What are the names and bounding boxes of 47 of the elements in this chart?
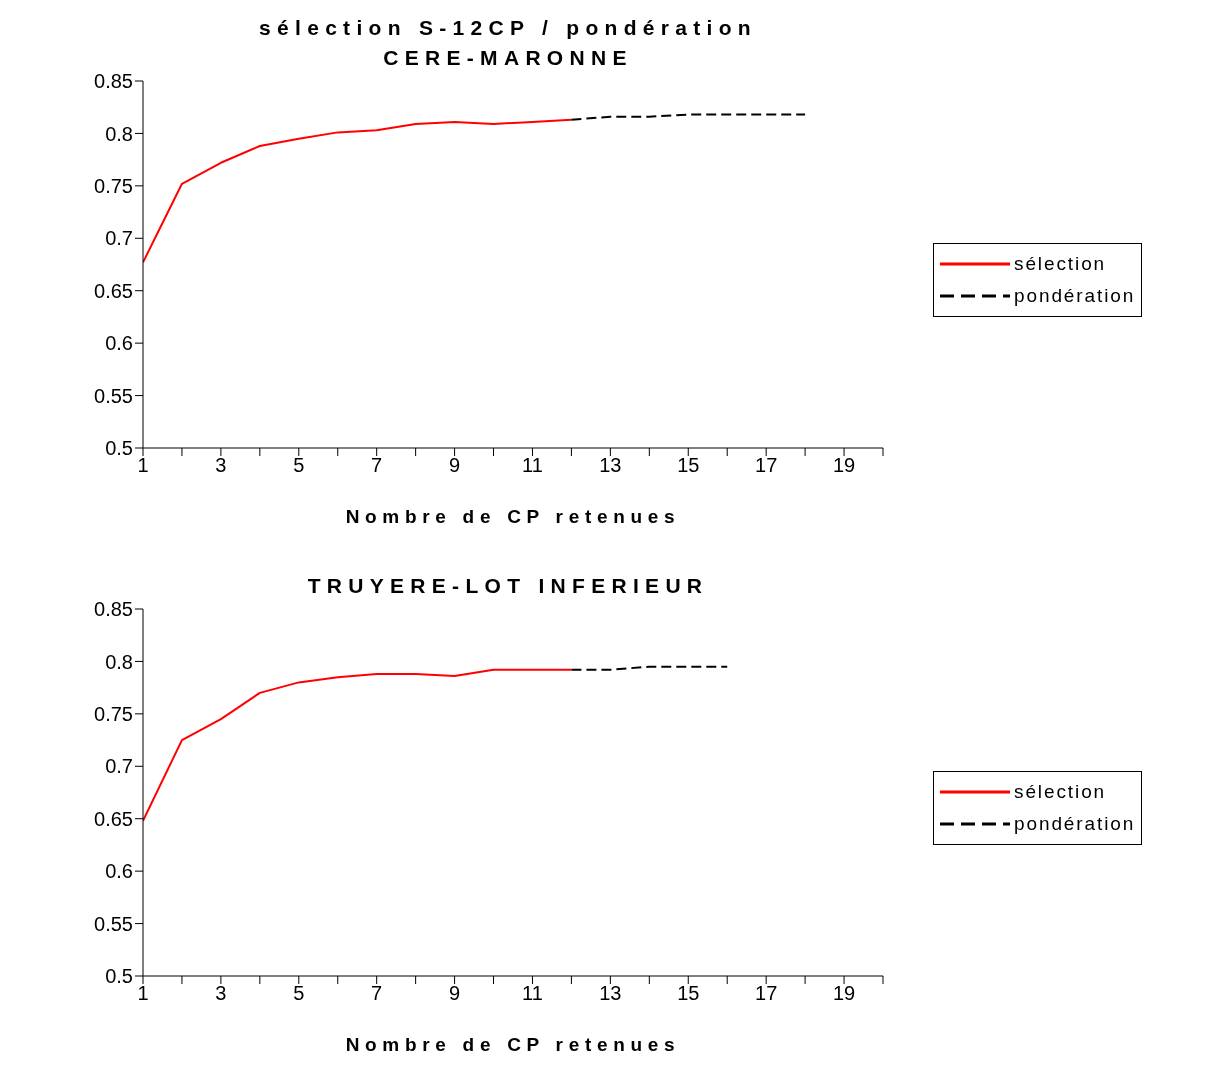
x-tick-label: 7	[371, 454, 383, 477]
chart-title: TRUYERE-LOT INFERIEUR	[307, 574, 709, 597]
line-series	[143, 118, 573, 264]
y-tick-label: 0.8	[105, 650, 133, 673]
x-tick-label: 11	[522, 982, 543, 1005]
x-tick-label: 13	[599, 454, 622, 477]
x-tick-label: 19	[832, 982, 856, 1005]
y-tick-label: 0.75	[94, 174, 133, 197]
legend-label: pondération	[1014, 813, 1136, 835]
x-axis-title: Nombre de CP retenues	[345, 506, 681, 527]
y-tick-label: 0.7	[105, 755, 133, 778]
y-tick-label: 0.8	[105, 122, 133, 145]
chart-subtitle: CERE-MARONNE	[383, 46, 633, 69]
x-tick-label: 15	[677, 454, 700, 477]
x-tick-label: 5	[293, 982, 305, 1005]
x-tick-label: 7	[371, 982, 383, 1005]
x-tick-label: 1	[137, 454, 149, 477]
y-tick-label: 0.85	[94, 598, 133, 621]
x-tick-label: 17	[755, 982, 778, 1005]
x-tick-label: 3	[215, 982, 227, 1005]
x-tick-label: 13	[599, 982, 622, 1005]
y-tick-label: 0.65	[94, 807, 133, 830]
y-tick-label: 0.55	[94, 384, 133, 407]
x-tick-label: 15	[677, 982, 700, 1005]
y-tick-label: 0.6	[105, 860, 133, 883]
x-tick-label: 3	[215, 454, 227, 477]
legend-label: sélection	[1014, 253, 1107, 275]
x-tick-label: 11	[522, 454, 543, 477]
chart-title: sélection S-12CP / pondération	[258, 15, 758, 41]
x-axis-title: Nombre de CP retenues	[345, 1034, 681, 1055]
x-tick-label: 1	[137, 982, 149, 1005]
x-tick-label: 9	[449, 982, 461, 1005]
y-tick-label: 0.75	[94, 702, 133, 725]
x-tick-label: 17	[755, 454, 778, 477]
y-tick-label: 0.85	[94, 70, 133, 93]
y-tick-label: 0.7	[105, 227, 133, 250]
y-tick-label: 0.5	[105, 965, 133, 988]
y-tick-label: 0.65	[94, 279, 133, 302]
y-tick-label: 0.6	[105, 332, 133, 355]
y-tick-label: 0.55	[94, 912, 133, 935]
x-tick-label: 9	[449, 454, 461, 477]
legend-label: pondération	[1014, 285, 1136, 307]
y-tick-label: 0.5	[105, 437, 133, 460]
x-tick-label: 19	[832, 454, 856, 477]
legend-label: sélection	[1014, 781, 1107, 803]
x-tick-label: 5	[293, 454, 305, 477]
line-series	[143, 668, 573, 822]
